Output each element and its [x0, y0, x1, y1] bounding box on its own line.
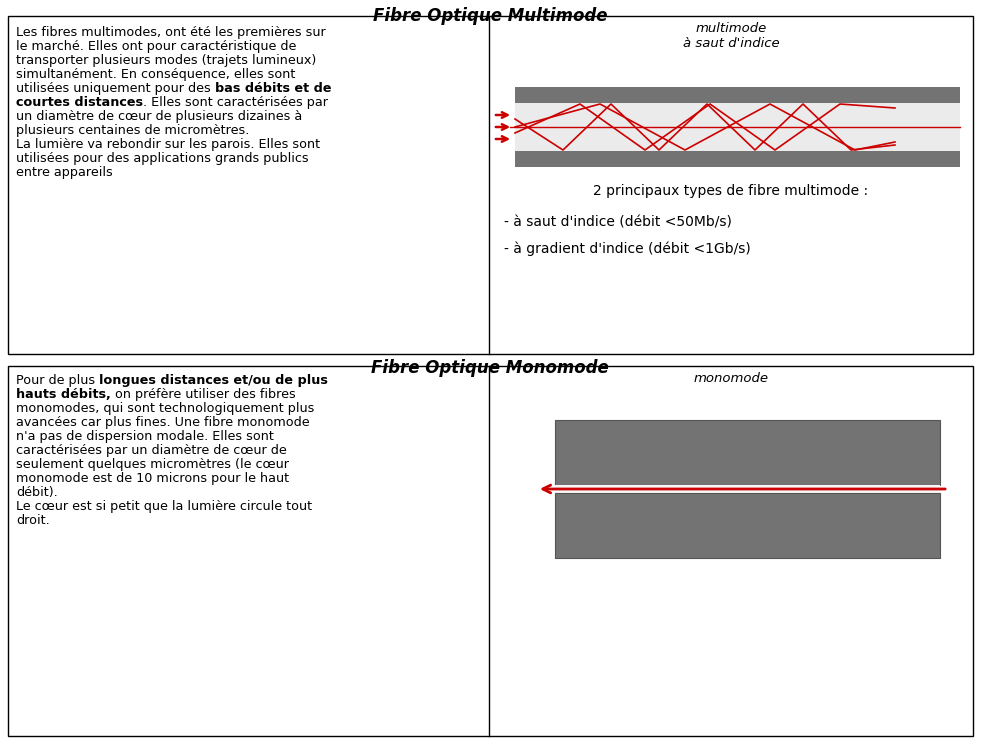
- Text: 2 principaux types de fibre multimode :: 2 principaux types de fibre multimode :: [594, 184, 868, 198]
- Text: un diamètre de cœur de plusieurs dizaines à: un diamètre de cœur de plusieurs dizaine…: [16, 110, 302, 123]
- Text: on préfère utiliser des fibres: on préfère utiliser des fibres: [111, 388, 295, 401]
- Text: plusieurs centaines de micromètres.: plusieurs centaines de micromètres.: [16, 124, 249, 137]
- Text: courtes distances: courtes distances: [16, 96, 143, 109]
- Text: - à gradient d'indice (débit <1Gb/s): - à gradient d'indice (débit <1Gb/s): [504, 242, 750, 257]
- Bar: [555, 420, 940, 485]
- Text: . Elles sont caractérisées par: . Elles sont caractérisées par: [143, 96, 328, 109]
- Text: Fibre Optique Monomode: Fibre Optique Monomode: [371, 359, 609, 377]
- Text: Les fibres multimodes, ont été les premières sur: Les fibres multimodes, ont été les premi…: [16, 26, 326, 39]
- Text: caractérisées par un diamètre de cœur de: caractérisées par un diamètre de cœur de: [16, 444, 286, 457]
- Bar: [515, 151, 960, 167]
- Text: bas débits et de: bas débits et de: [215, 82, 332, 95]
- Bar: [515, 103, 960, 151]
- Text: transporter plusieurs modes (trajets lumineux): transporter plusieurs modes (trajets lum…: [16, 54, 316, 67]
- Text: utilisées uniquement pour des: utilisées uniquement pour des: [16, 82, 215, 95]
- Text: Le cœur est si petit que la lumière circule tout: Le cœur est si petit que la lumière circ…: [16, 500, 312, 513]
- Text: monomode est de 10 microns pour le haut: monomode est de 10 microns pour le haut: [16, 472, 289, 485]
- Text: droit.: droit.: [16, 514, 50, 527]
- Bar: [8, 366, 973, 736]
- Bar: [515, 87, 960, 103]
- Text: hauts débits,: hauts débits,: [16, 388, 111, 401]
- Bar: [555, 493, 940, 558]
- Text: Pour de plus: Pour de plus: [16, 374, 99, 387]
- Text: simultanément. En conséquence, elles sont: simultanément. En conséquence, elles son…: [16, 68, 295, 81]
- Text: multimode
à saut d'indice: multimode à saut d'indice: [683, 22, 779, 50]
- Text: débit).: débit).: [16, 486, 58, 499]
- Text: le marché. Elles ont pour caractéristique de: le marché. Elles ont pour caractéristiqu…: [16, 40, 296, 53]
- Text: monomode: monomode: [694, 372, 768, 385]
- Text: monomodes, qui sont technologiquement plus: monomodes, qui sont technologiquement pl…: [16, 402, 314, 415]
- Text: entre appareils: entre appareils: [16, 166, 113, 179]
- Text: n'a pas de dispersion modale. Elles sont: n'a pas de dispersion modale. Elles sont: [16, 430, 274, 443]
- Text: utilisées pour des applications grands publics: utilisées pour des applications grands p…: [16, 152, 309, 165]
- Text: La lumière va rebondir sur les parois. Elles sont: La lumière va rebondir sur les parois. E…: [16, 138, 320, 151]
- Bar: [555, 485, 940, 493]
- Text: Fibre Optique Multimode: Fibre Optique Multimode: [373, 7, 607, 25]
- Text: - à saut d'indice (débit <50Mb/s): - à saut d'indice (débit <50Mb/s): [504, 216, 732, 230]
- Bar: [8, 16, 973, 354]
- Text: longues distances et/ou de plus: longues distances et/ou de plus: [99, 374, 328, 387]
- Text: seulement quelques micromètres (le cœur: seulement quelques micromètres (le cœur: [16, 458, 289, 471]
- Text: avancées car plus fines. Une fibre monomode: avancées car plus fines. Une fibre monom…: [16, 416, 310, 429]
